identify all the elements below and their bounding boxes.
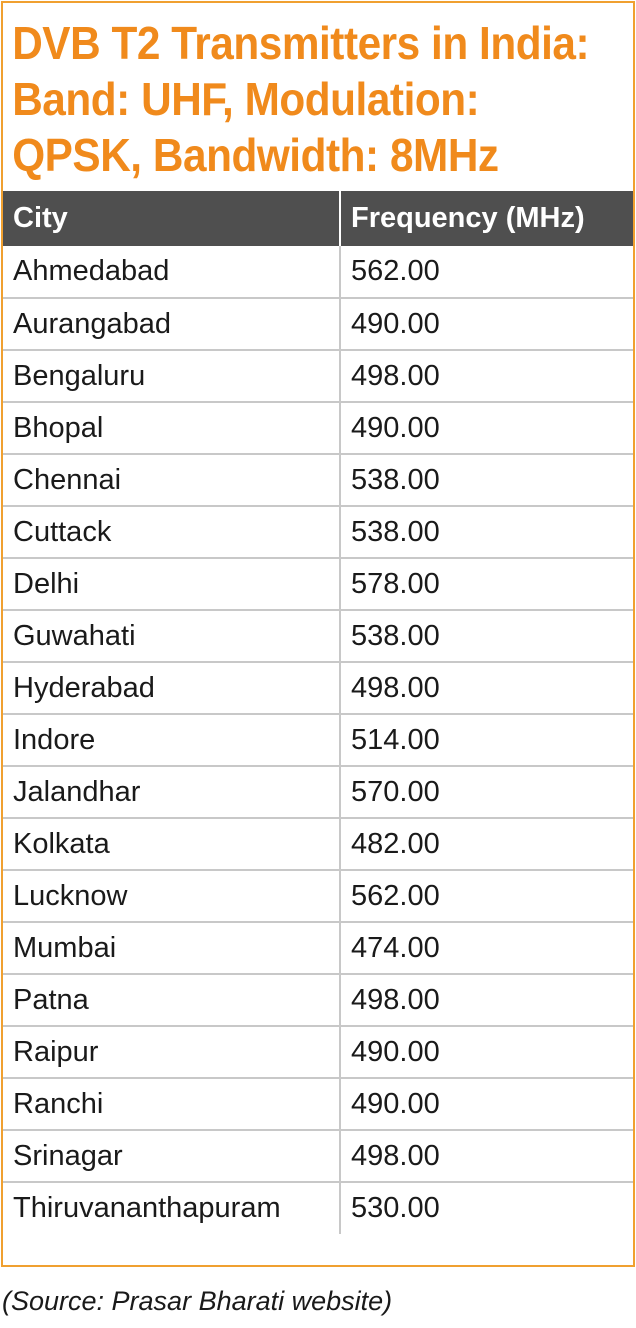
city-cell: Bengaluru [3, 349, 341, 402]
frequency-cell: 498.00 [340, 661, 633, 714]
frequency-cell: 490.00 [340, 297, 633, 350]
table-row: Raipur 490.00 [3, 1025, 633, 1078]
table-row: Kolkata 482.00 [3, 817, 633, 870]
city-cell: Cuttack [3, 505, 341, 558]
table-row: Bhopal 490.00 [3, 401, 633, 454]
table-row: Indore 514.00 [3, 713, 633, 766]
city-cell: Jalandhar [3, 765, 341, 818]
frequency-cell: 578.00 [340, 557, 633, 610]
frequency-cell: 482.00 [340, 817, 633, 870]
city-cell: Indore [3, 713, 341, 766]
frequency-cell: 490.00 [340, 401, 633, 454]
frequency-cell: 514.00 [340, 713, 633, 766]
city-cell: Chennai [3, 453, 341, 506]
table-row: Lucknow 562.00 [3, 869, 633, 922]
frequency-cell: 530.00 [340, 1181, 633, 1234]
city-cell: Bhopal [3, 401, 341, 454]
page-title: DVB T2 Transmitters in India: Band: UHF,… [12, 17, 590, 181]
frequency-cell: 474.00 [340, 921, 633, 974]
table-row: Chennai 538.00 [3, 453, 633, 506]
frequency-cell: 498.00 [340, 349, 633, 402]
city-cell: Srinagar [3, 1129, 341, 1182]
frequency-cell: 538.00 [340, 505, 633, 558]
city-cell: Mumbai [3, 921, 341, 974]
city-cell: Patna [3, 973, 341, 1026]
table-row: Hyderabad 498.00 [3, 661, 633, 714]
table-row: Delhi 578.00 [3, 557, 633, 610]
city-cell: Guwahati [3, 609, 341, 662]
city-cell: Ranchi [3, 1077, 341, 1130]
table-row: Mumbai 474.00 [3, 921, 633, 974]
frequency-cell: 498.00 [340, 973, 633, 1026]
table-row: Ranchi 490.00 [3, 1077, 633, 1130]
table-row: Srinagar 498.00 [3, 1129, 633, 1182]
city-cell: Thiruvananthapuram [3, 1181, 341, 1234]
city-cell: Ahmedabad [3, 246, 341, 298]
city-cell: Delhi [3, 557, 341, 610]
city-cell: Hyderabad [3, 661, 341, 714]
table-row: Cuttack 538.00 [3, 505, 633, 558]
city-cell: Aurangabad [3, 297, 341, 350]
frequency-cell: 538.00 [340, 609, 633, 662]
column-header-frequency: Frequency (MHz) [340, 191, 633, 246]
table-row: Bengaluru 498.00 [3, 349, 633, 402]
source-note: (Source: Prasar Bharati website) [2, 1286, 393, 1316]
city-cell: Raipur [3, 1025, 341, 1078]
table-row: Guwahati 538.00 [3, 609, 633, 662]
frequency-cell: 498.00 [340, 1129, 633, 1182]
table-header-row: City Frequency (MHz) [3, 191, 633, 246]
table-row: Jalandhar 570.00 [3, 765, 633, 818]
table-row: Aurangabad 490.00 [3, 297, 633, 350]
column-header-city: City [3, 191, 341, 246]
city-cell: Lucknow [3, 869, 341, 922]
frequency-cell: 538.00 [340, 453, 633, 506]
city-cell: Kolkata [3, 817, 341, 870]
table-row: Patna 498.00 [3, 973, 633, 1026]
frequency-cell: 490.00 [340, 1077, 633, 1130]
frequency-cell: 562.00 [351, 255, 440, 287]
frequency-cell: 490.00 [340, 1025, 633, 1078]
frequency-cell: 562.00 [340, 869, 633, 922]
table-row: Thiruvananthapuram 530.00 [3, 1181, 633, 1234]
frequency-cell: 570.00 [340, 765, 633, 818]
table-panel: DVB T2 Transmitters in India: Band: UHF,… [1, 1, 635, 1267]
transmitter-table: City Frequency (MHz) Ahmedabad 562.00 Aura… [3, 191, 633, 1234]
table-row: Ahmedabad 562.00 [3, 246, 633, 298]
table-body: Ahmedabad 562.00 Aurangabad 490.00 Bengaluru… [3, 246, 633, 1234]
